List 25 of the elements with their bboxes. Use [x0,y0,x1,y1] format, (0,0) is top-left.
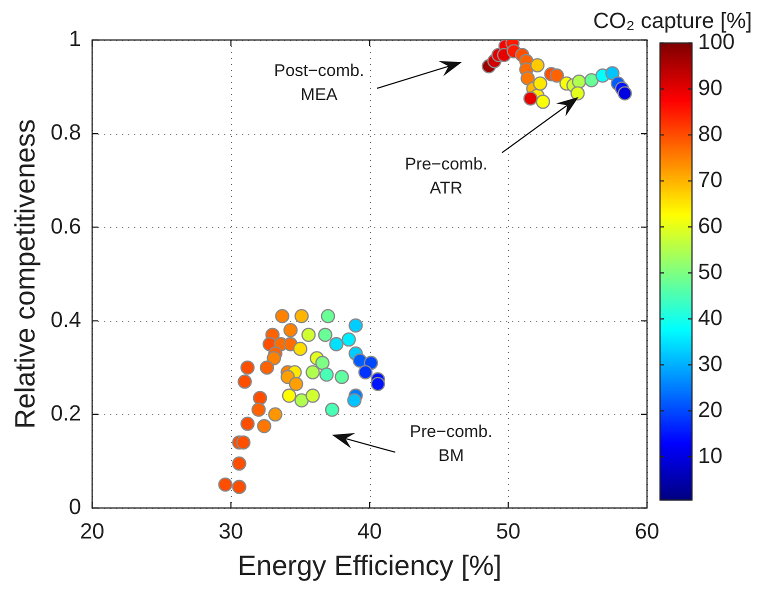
x-tick-label: 30 [218,518,244,544]
x-tick-label: 40 [357,518,382,544]
annotation: Post−comb. MEA [274,61,364,104]
x-axis-title: Energy Efficiency [%] [238,550,502,581]
y-tick-label: 0 [68,494,82,520]
annotation: Pre−comb. BM [410,422,492,466]
color-bar-label: 90 [698,75,722,100]
y-tick-label: 0.4 [50,306,82,332]
color-bar-label: 60 [698,212,722,238]
y-tick-label: 1 [68,26,82,52]
y-tick-label: 0.8 [50,120,82,145]
color-bar-label: 20 [698,396,722,422]
color-bar-label: 10 [698,442,722,468]
color-bar-label: 80 [698,121,722,146]
color-bar-label: 30 [698,350,722,376]
x-tick-label: 60 [634,518,660,544]
x-tick-label: 20 [80,518,104,544]
y-tick-label: 0.6 [50,213,82,238]
x-tick-label: 50 [496,518,521,544]
color-bar-label: 40 [698,304,722,330]
color-bar-label: 70 [698,166,722,192]
color-bar-label: 50 [698,258,722,284]
y-axis-title: Relative competitiveness [10,119,41,429]
annotation: Pre−comb. ATR [404,154,488,198]
y-tick-label: 0.2 [50,400,82,426]
